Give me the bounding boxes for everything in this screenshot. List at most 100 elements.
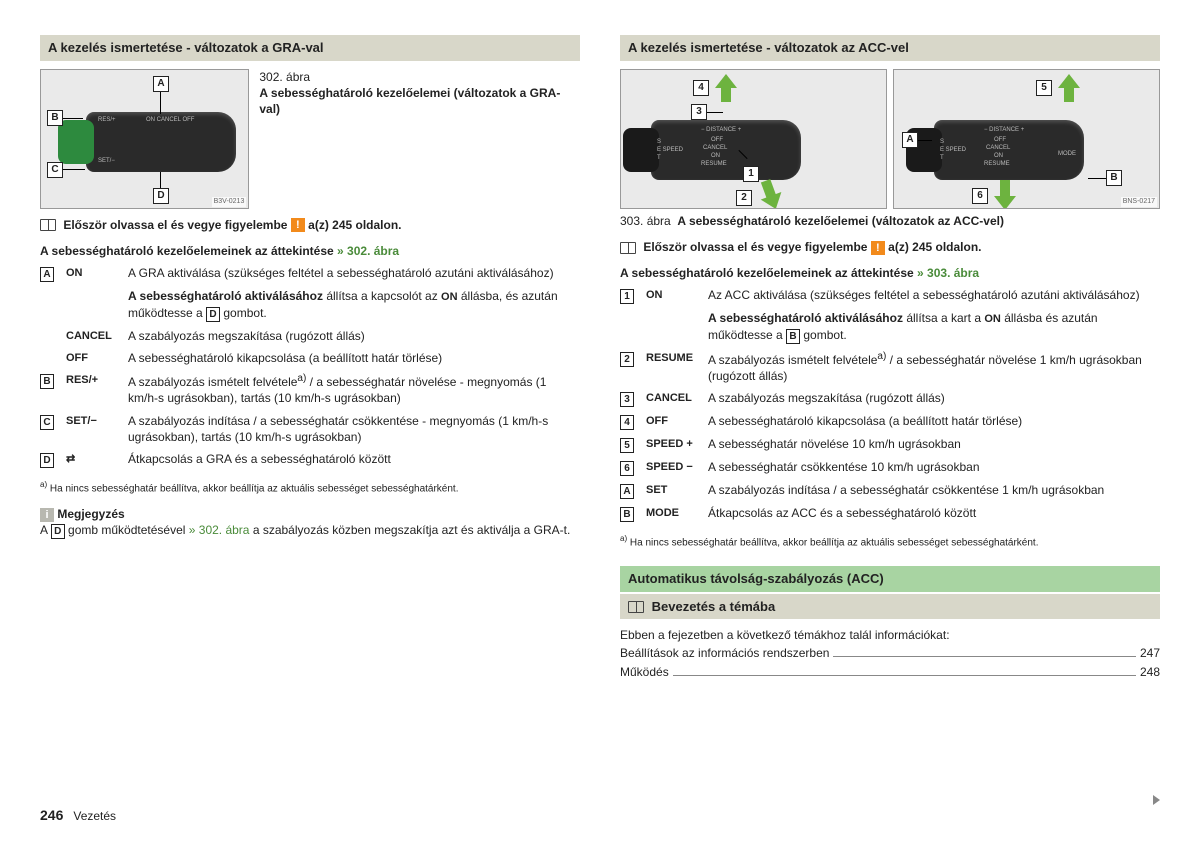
control-label: OFF bbox=[646, 411, 708, 434]
key-box: 5 bbox=[620, 438, 634, 453]
footnote-right: a) Ha nincs sebességhatár beállítva, akk… bbox=[620, 534, 1160, 550]
control-description: A sebességhatároló aktiválásához állítsa… bbox=[708, 308, 1160, 348]
control-description: Az ACC aktiválása (szükséges feltétel a … bbox=[708, 285, 1160, 308]
definition-table-left: A ONA GRA aktiválása (szükséges feltétel … bbox=[40, 263, 580, 472]
definition-row: BRES/+A szabályozás ismételt felvételea)… bbox=[40, 370, 580, 410]
control-label: SET bbox=[646, 480, 708, 503]
arrow-6-icon bbox=[994, 178, 1016, 208]
control-label bbox=[646, 308, 708, 348]
control-description: A szabályozás megszakítása (rugózott áll… bbox=[128, 326, 580, 348]
warning-icon: ! bbox=[291, 218, 305, 232]
toc-leader bbox=[833, 656, 1136, 657]
figure-303-images: − DISTANCE + OFF CANCEL ON RESUME SE SPE… bbox=[620, 69, 1160, 209]
warning-icon: ! bbox=[871, 241, 885, 255]
figure-303-image-2: − DISTANCE + OFF CANCEL ON RESUME MODE S… bbox=[893, 69, 1160, 209]
continue-triangle-icon bbox=[1153, 795, 1160, 805]
stalk-acc-1: − DISTANCE + OFF CANCEL ON RESUME SE SPE… bbox=[651, 120, 801, 180]
green-section-title: Automatikus távolság-szabályozás (ACC) bbox=[620, 566, 1160, 592]
control-description: A sebességhatároló aktiválásához állítsa… bbox=[128, 286, 580, 326]
definition-row: 1 ONAz ACC aktiválása (szükséges feltétel… bbox=[620, 285, 1160, 308]
definition-row: B MODEÁtkapcsolás az ACC és a sebességhat… bbox=[620, 503, 1160, 526]
stalk-gra: RES/+ ON CANCEL OFF SET/− bbox=[86, 112, 236, 172]
definition-row: 2 RESUMEA szabályozás ismételt felvételea… bbox=[620, 348, 1160, 388]
section-title-left: A kezelés ismertetése - változatok a GRA… bbox=[40, 35, 580, 61]
definition-row: 6 SPEED −A sebességhatár csökkentése 10 k… bbox=[620, 457, 1160, 480]
definition-row: A sebességhatároló aktiválásához állítsa… bbox=[40, 286, 580, 326]
control-label: CANCEL bbox=[66, 326, 128, 348]
key-box: A bbox=[40, 267, 54, 282]
definition-table-right: 1 ONAz ACC aktiválása (szükséges feltétel… bbox=[620, 285, 1160, 526]
callout-4: 4 bbox=[693, 80, 709, 96]
control-label: SPEED − bbox=[646, 457, 708, 480]
toc-page-number: 248 bbox=[1140, 664, 1160, 680]
control-label: ON bbox=[66, 263, 128, 286]
overview-title-right: A sebességhatároló kezelőelemeinek az át… bbox=[620, 265, 1160, 281]
control-label: RESUME bbox=[646, 348, 708, 388]
overview-title-left: A sebességhatároló kezelőelemeinek az át… bbox=[40, 243, 580, 259]
key-box: B bbox=[40, 374, 54, 389]
callout-6: 6 bbox=[972, 188, 988, 204]
key-box: B bbox=[620, 507, 634, 522]
key-box: C bbox=[40, 415, 54, 430]
key-box: 1 bbox=[620, 289, 634, 304]
sub-section-title: Bevezetés a témába bbox=[620, 594, 1160, 620]
callout-C: C bbox=[47, 162, 63, 178]
definition-row: 3CANCELA szabályozás megszakítása (rugóz… bbox=[620, 388, 1160, 411]
control-label: ON bbox=[646, 285, 708, 308]
definition-row: 5SPEED +A sebességhatár növelése 10 km/h… bbox=[620, 434, 1160, 457]
callout-D: D bbox=[153, 188, 169, 204]
callout-A2: A bbox=[902, 132, 918, 148]
toc-row: Működés 248 bbox=[620, 664, 1160, 680]
control-label: ⇄ bbox=[66, 449, 128, 472]
key-box: D bbox=[40, 453, 54, 468]
control-description: Átkapcsolás az ACC és a sebességhatároló… bbox=[708, 503, 1160, 526]
control-description: A szabályozás indítása / a sebességhatár… bbox=[128, 411, 580, 449]
stalk-acc-2: − DISTANCE + OFF CANCEL ON RESUME MODE S… bbox=[934, 120, 1084, 180]
control-description: A szabályozás ismételt felvételea) / a s… bbox=[128, 370, 580, 410]
callout-2: 2 bbox=[736, 190, 752, 206]
image-code-left: B3V-0213 bbox=[212, 197, 247, 206]
control-description: A sebességhatároló kikapcsolása (a beáll… bbox=[128, 348, 580, 370]
note-text: A D gomb működtetésével » 302. ábra a sz… bbox=[40, 522, 580, 539]
key-box: 2 bbox=[620, 352, 634, 367]
key-box: 6 bbox=[620, 461, 634, 476]
note-heading: i Megjegyzés bbox=[40, 506, 580, 522]
control-description: Átkapcsolás a GRA és a sebességhatároló … bbox=[128, 449, 580, 472]
key-box: 4 bbox=[620, 415, 634, 430]
control-description: A szabályozás ismételt felvételea) / a s… bbox=[708, 348, 1160, 388]
control-description: A GRA aktiválása (szükséges feltétel a s… bbox=[128, 263, 580, 286]
callout-3: 3 bbox=[691, 104, 707, 120]
control-description: A sebességhatár csökkentése 10 km/h ugrá… bbox=[708, 457, 1160, 480]
left-column: A kezelés ismertetése - változatok a GRA… bbox=[40, 35, 580, 680]
callout-B: B bbox=[47, 110, 63, 126]
toc-row: Beállítások az információs rendszerben24… bbox=[620, 645, 1160, 661]
control-label: MODE bbox=[646, 503, 708, 526]
control-label: SET/− bbox=[66, 411, 128, 449]
key-box: A bbox=[620, 484, 634, 499]
image-code-right: BNS-0217 bbox=[1121, 197, 1157, 206]
toc: Beállítások az információs rendszerben24… bbox=[620, 645, 1160, 679]
figure-302-caption: 302. ábra A sebességhatároló kezelőeleme… bbox=[259, 69, 580, 209]
definition-row: A sebességhatároló aktiválásához állítsa… bbox=[620, 308, 1160, 348]
control-label bbox=[66, 286, 128, 326]
page-footer: 246Vezetés bbox=[40, 806, 116, 825]
definition-row: CANCELA szabályozás megszakítása (rugózo… bbox=[40, 326, 580, 348]
footnote-left: a) Ha nincs sebességhatár beállítva, akk… bbox=[40, 480, 580, 496]
definition-row: D ⇄Átkapcsolás a GRA és a sebességhatárol… bbox=[40, 449, 580, 472]
callout-1: 1 bbox=[743, 166, 759, 182]
toc-label: Működés bbox=[620, 664, 669, 680]
control-description: A sebességhatár növelése 10 km/h ugrások… bbox=[708, 434, 1160, 457]
book-icon bbox=[40, 219, 56, 231]
key-box: 3 bbox=[620, 392, 634, 407]
arrow-4-icon bbox=[715, 74, 737, 104]
figure-302-row: RES/+ ON CANCEL OFF SET/− A B C D B3V-02… bbox=[40, 69, 580, 209]
definition-row: C SET/−A szabályozás indítása / a sebessé… bbox=[40, 411, 580, 449]
section-title-right: A kezelés ismertetése - változatok az AC… bbox=[620, 35, 1160, 61]
intro-text: Ebben a fejezetben a következő témákhoz … bbox=[620, 627, 1160, 643]
callout-5: 5 bbox=[1036, 80, 1052, 96]
arrow-2-icon bbox=[755, 175, 786, 209]
definition-row: OFFA sebességhatároló kikapcsolása (a be… bbox=[40, 348, 580, 370]
figure-303-caption: 303. ábra A sebességhatároló kezelőeleme… bbox=[620, 213, 1160, 229]
info-icon: i bbox=[40, 508, 54, 522]
control-description: A sebességhatároló kikapcsolása (a beáll… bbox=[708, 411, 1160, 434]
